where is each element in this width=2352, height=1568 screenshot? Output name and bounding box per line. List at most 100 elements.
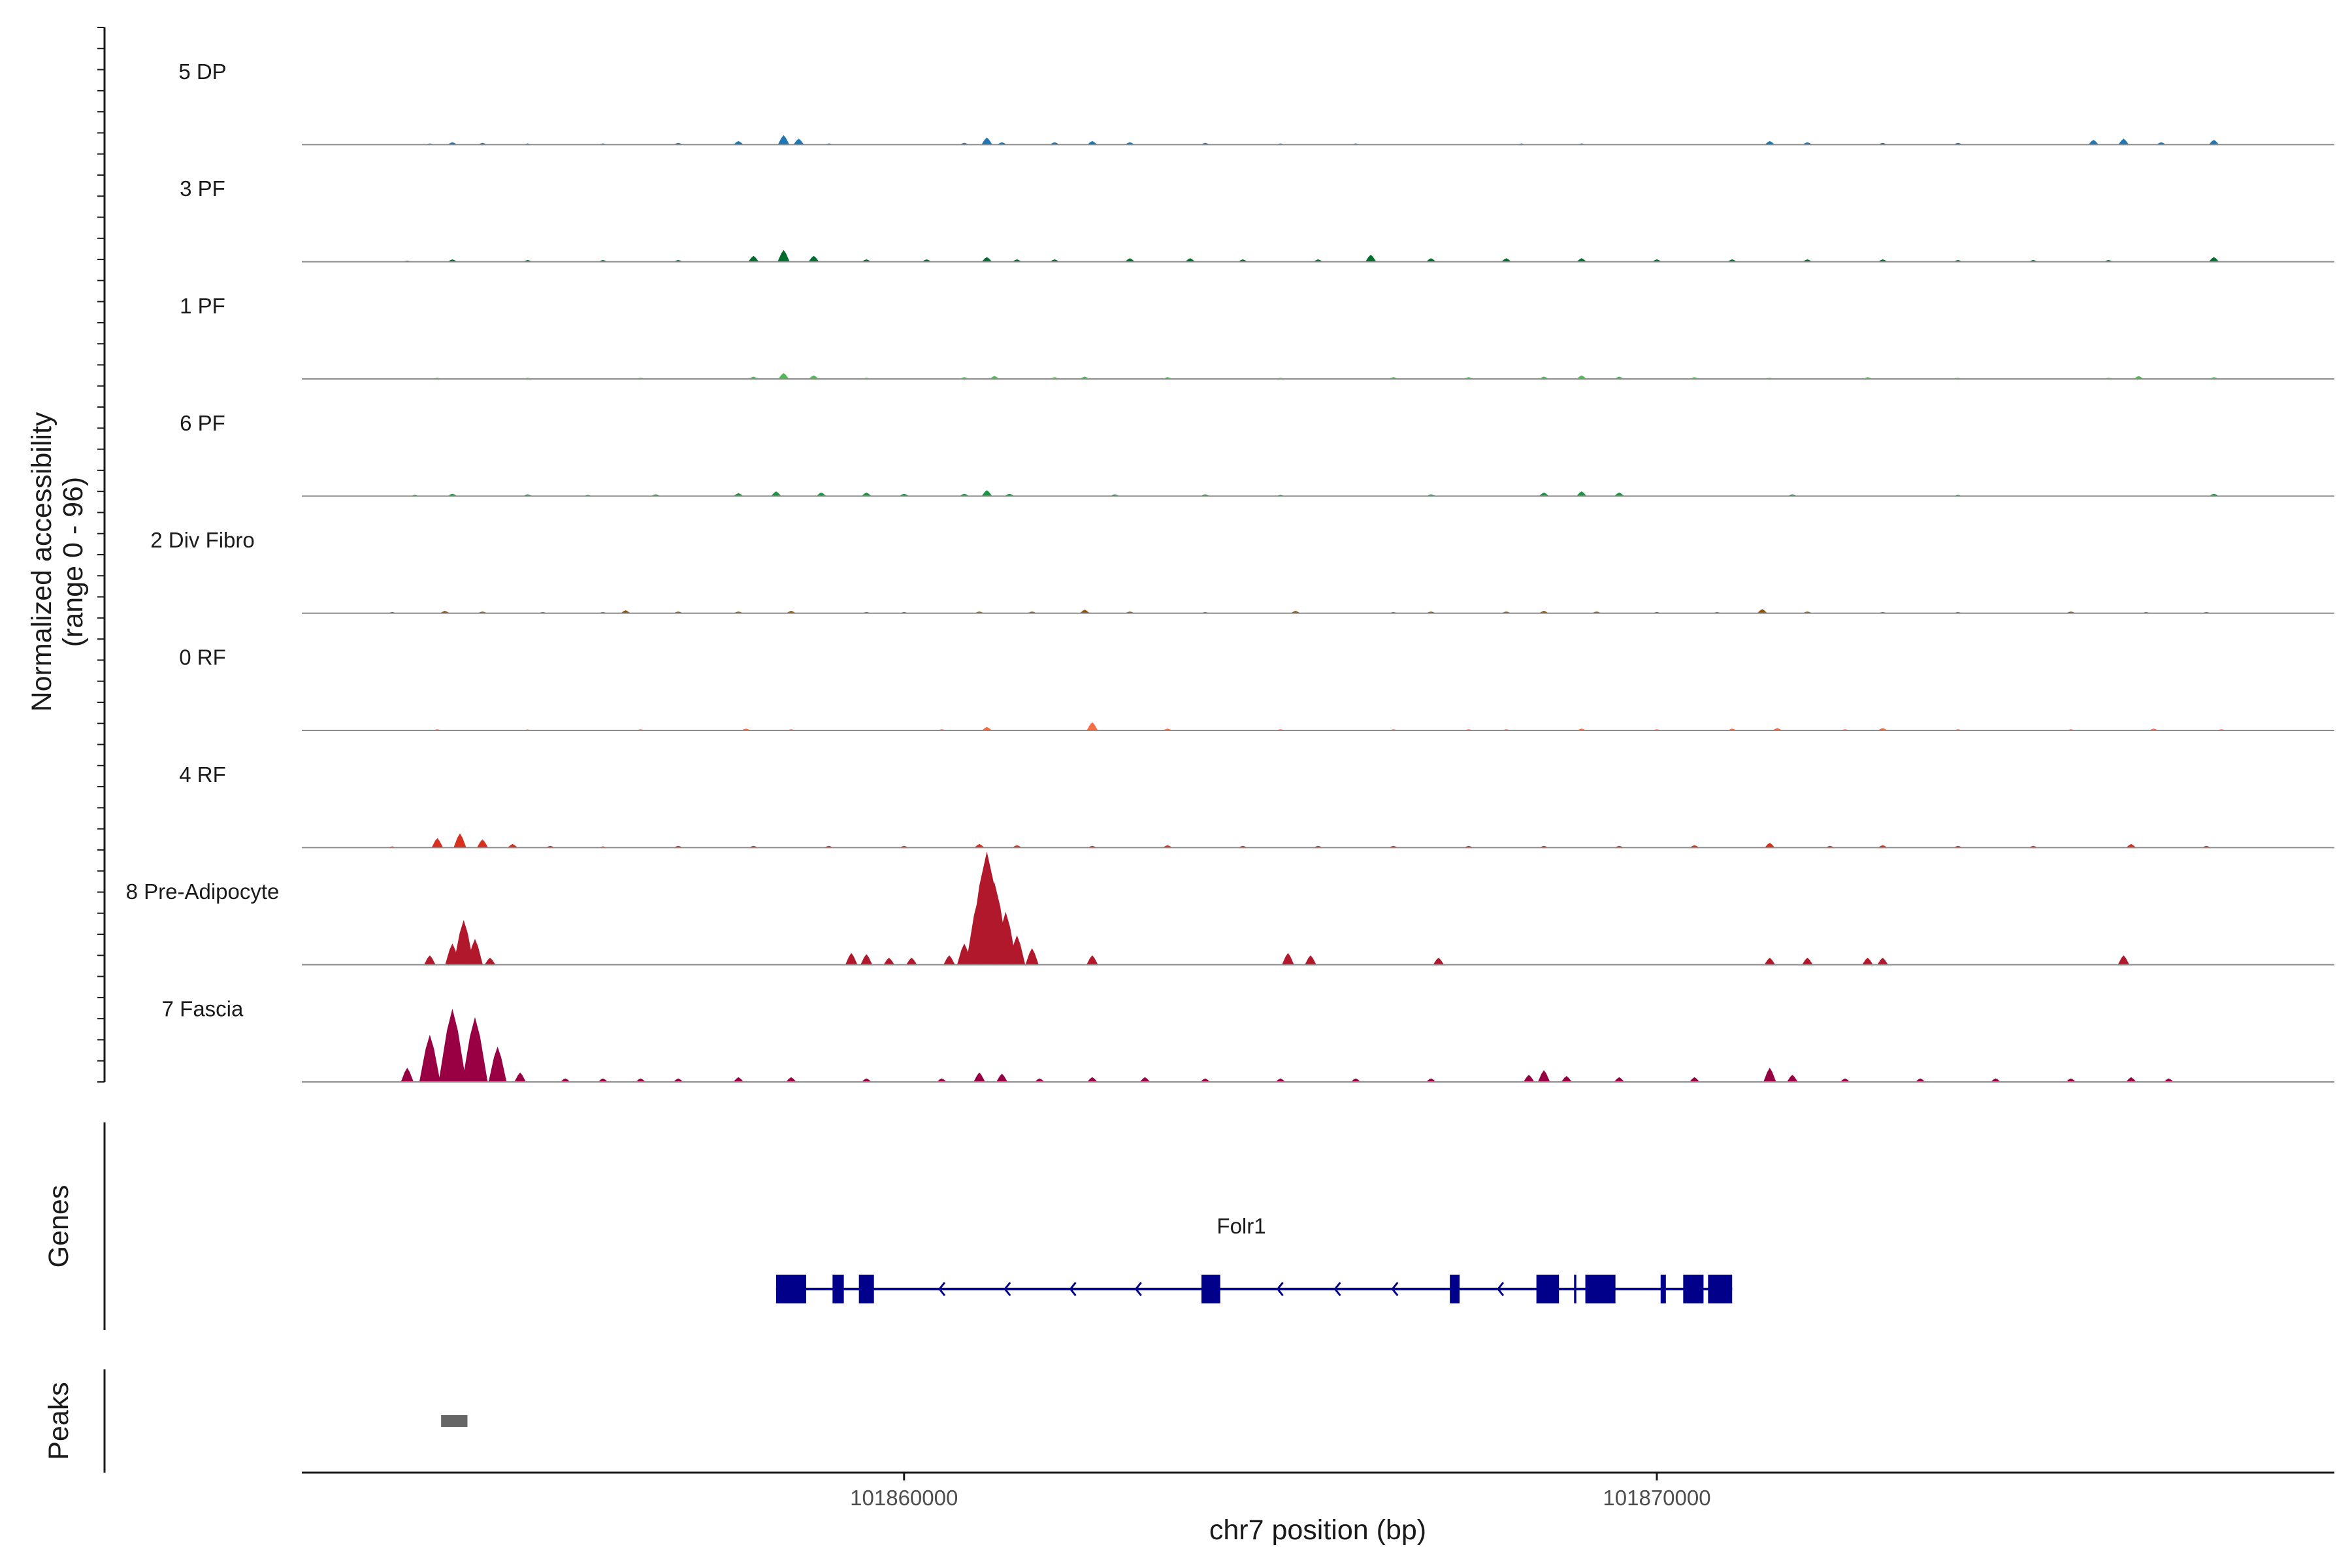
coverage-peak (2126, 843, 2136, 848)
strand-arrow (1134, 1282, 1142, 1296)
gene-exon (832, 1275, 844, 1303)
coverage-peak (973, 1072, 985, 1082)
gene-exon (858, 1275, 874, 1303)
coverage-peak (793, 139, 804, 145)
coverage-peak (1282, 953, 1294, 965)
coverage-peak (419, 1034, 440, 1082)
coverage-peak (860, 954, 873, 965)
coverage-peak (996, 1073, 1008, 1082)
coverage-peak (400, 1068, 414, 1082)
peaks-track (441, 1415, 468, 1427)
coverage-peak (462, 1017, 488, 1082)
coverage-peak (786, 1077, 796, 1082)
gene-label: Folr1 (1217, 1214, 1266, 1238)
coverage-peak (1086, 955, 1098, 965)
coverage-peak (733, 140, 743, 145)
y-axis-subtitle: (range 0 - 96) (57, 477, 89, 647)
track-label: 1 PF (180, 294, 225, 318)
strand-arrow (1333, 1282, 1341, 1296)
coverage-peak (507, 843, 518, 848)
track-label: 0 RF (179, 645, 226, 670)
coverage-peak (431, 838, 444, 848)
coverage-peak (1139, 1077, 1151, 1082)
coverage-peak (2125, 1077, 2136, 1082)
peaks-panel-label: Peaks (43, 1382, 74, 1460)
coverage-peak (1433, 957, 1445, 965)
track-label: 5 DP (178, 59, 226, 84)
coverage-peak (1537, 1070, 1550, 1082)
coverage-peak (1877, 957, 1889, 965)
coverage-peak (974, 843, 985, 848)
coverage-peak (424, 955, 436, 965)
track-label: 4 RF (179, 762, 226, 787)
coverage-peak (1124, 258, 1135, 262)
coverage-peak (845, 953, 858, 965)
coverage-peak (1184, 258, 1196, 262)
gene-exon (1201, 1275, 1220, 1303)
strand-arrow (1069, 1282, 1077, 1296)
track-label: 6 PF (180, 411, 225, 435)
coverage-peak (733, 493, 743, 497)
coverage-peak (981, 490, 992, 497)
y-axis-title: Normalized accessibility (26, 412, 57, 711)
coverage-peak (733, 1077, 744, 1082)
coverage-peak (943, 955, 955, 965)
coverage-peak (453, 920, 474, 965)
coverage-peak (1086, 722, 1098, 730)
track-label: 3 PF (180, 176, 225, 201)
coverage-peak (2133, 376, 2144, 379)
coverage-peak (1576, 375, 1587, 379)
track-label: 7 Fascia (162, 997, 244, 1021)
coverage-peak (1025, 948, 1039, 965)
coverage-peak (1561, 1075, 1572, 1082)
coverage-peak (438, 1009, 466, 1082)
coverage-peak (1008, 935, 1026, 965)
coverage-peak (1523, 1075, 1535, 1082)
coverage-y-axis-ticks (97, 27, 105, 1083)
gene-exon (1683, 1275, 1704, 1303)
gene-exon (1660, 1275, 1666, 1303)
genes-panel-label: Genes (43, 1185, 74, 1268)
coverage-peak (994, 911, 1017, 965)
coverage-peak (777, 250, 790, 262)
coverage-peak (2066, 1078, 2076, 1082)
gene-model: Folr1 (776, 1214, 1733, 1303)
coverage-peak (1802, 957, 1813, 965)
coverage-peak (981, 257, 992, 262)
gene-exon (1574, 1275, 1576, 1303)
coverage-peak (484, 957, 496, 965)
coverage-peak (2163, 1078, 2174, 1082)
coverage-peak (906, 957, 917, 965)
coverage-peak (1426, 258, 1437, 262)
coverage-peak (816, 492, 826, 497)
coverage-peak (1689, 1077, 1700, 1082)
coverage-peak (1305, 955, 1316, 965)
coverage-peak (560, 1078, 570, 1082)
coverage-tracks: 5 DP 3 PF 1 PF 6 PF 2 Div Fibro 0 RF 4 RF 8 Pre… (126, 59, 2334, 1083)
coverage-peak (1915, 1078, 1925, 1082)
coverage-peak (1614, 492, 1625, 497)
coverage-peak (2208, 257, 2219, 262)
coverage-peak (777, 135, 790, 145)
coverage-peak (1539, 492, 1549, 497)
coverage-peak (770, 491, 781, 497)
x-axis-tick-label: 101860000 (850, 1486, 958, 1510)
coverage-peak (981, 137, 992, 145)
track-8-pre-adipocyte: 8 Pre-Adipocyte (126, 851, 2334, 966)
coverage-peak (861, 1078, 872, 1082)
coverage-peak (936, 1078, 947, 1082)
coverage-peak (1365, 254, 1377, 262)
x-axis-ticks: 101860000 101870000 (850, 1473, 1711, 1510)
coverage-peak (453, 833, 466, 848)
gene-exon (1450, 1275, 1460, 1303)
coverage-peak (1764, 957, 1776, 965)
track-6-pf: 6 PF (180, 411, 2334, 497)
coverage-peak (1275, 1078, 1286, 1082)
strand-arrow (1496, 1282, 1505, 1296)
coverage-peak (620, 610, 631, 613)
coverage-peak (476, 839, 489, 848)
peak-region (441, 1415, 468, 1427)
track-1-pf: 1 PF (180, 294, 2334, 380)
coverage-peak (808, 255, 819, 262)
coverage-peak (1576, 491, 1587, 497)
